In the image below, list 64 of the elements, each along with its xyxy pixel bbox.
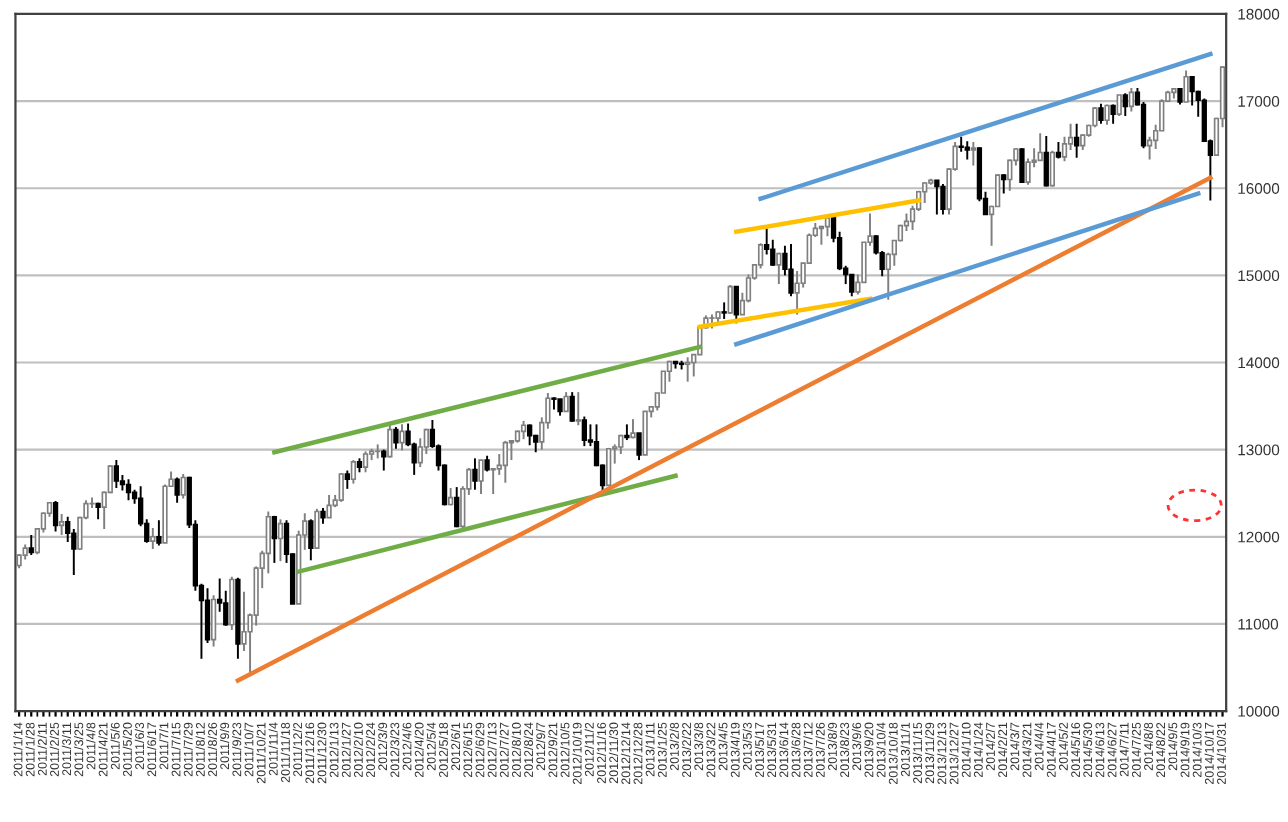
candlestick (1001, 173, 1007, 195)
candlestick (563, 391, 569, 413)
candlestick (958, 135, 964, 153)
candlestick (788, 243, 794, 298)
candlestick (994, 173, 1001, 208)
candlestick (934, 179, 940, 216)
candlestick (478, 459, 484, 496)
candlestick (636, 432, 642, 462)
candlestick (472, 457, 478, 491)
candlestick (1037, 132, 1043, 162)
candlestick (733, 285, 739, 325)
candlestick (1189, 75, 1195, 107)
candlestick (314, 507, 320, 550)
candlestick (520, 419, 527, 441)
candlestick (58, 513, 65, 536)
candlestick (1183, 69, 1189, 103)
candlestick (1116, 94, 1122, 117)
candlestick (350, 459, 357, 485)
candlestick (849, 273, 855, 298)
candlestick (399, 423, 405, 452)
candlestick (229, 575, 235, 631)
candlestick (28, 534, 34, 557)
candlestick (326, 493, 332, 519)
candlestick (502, 439, 508, 484)
candlestick (113, 459, 120, 489)
candlestick (1074, 122, 1080, 159)
candlestick (794, 270, 800, 316)
candlestick (1043, 134, 1049, 188)
candlestick (1128, 87, 1135, 113)
candlestick (727, 283, 733, 315)
candlestick (964, 140, 970, 161)
candlestick (940, 182, 946, 216)
candlestick (606, 446, 612, 487)
candlestick (277, 518, 284, 563)
candlestick (1092, 106, 1098, 129)
candlestick (362, 450, 369, 474)
candlestick (210, 594, 217, 648)
candlestick (526, 423, 533, 447)
candlestick (338, 472, 344, 503)
candlestick (1098, 102, 1104, 125)
candlestick (776, 251, 782, 286)
candlestick (1122, 92, 1128, 117)
candlestick (454, 486, 460, 529)
candlestick (150, 527, 156, 550)
candlestick (308, 518, 314, 562)
candlestick (125, 478, 132, 502)
candlestick (271, 514, 278, 564)
candlestick (417, 437, 423, 469)
candlestick (642, 410, 648, 456)
candlestick (393, 426, 399, 450)
candlestick (575, 391, 581, 427)
candlestick (156, 519, 162, 547)
candlestick (569, 391, 575, 423)
candlestick (685, 356, 691, 383)
candlestick (174, 476, 180, 504)
candlestick (344, 469, 350, 490)
candlestick (1019, 147, 1025, 184)
candlestick (52, 500, 59, 533)
candlestick (970, 141, 976, 167)
candlestick (581, 415, 588, 448)
candlestick (387, 423, 393, 459)
candlestick (1049, 149, 1056, 188)
candlestick (922, 181, 928, 205)
candlestick (180, 473, 186, 500)
